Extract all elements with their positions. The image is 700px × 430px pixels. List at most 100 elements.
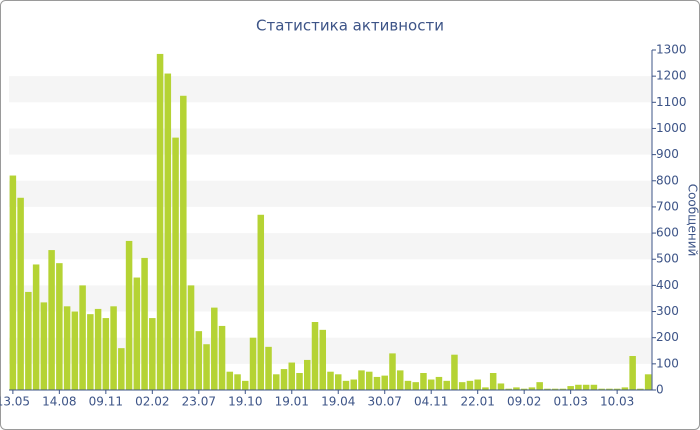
bar (56, 263, 63, 390)
bar (25, 291, 32, 390)
bar (489, 373, 497, 390)
grid-band (9, 128, 652, 155)
bar (40, 302, 48, 390)
x-tick-label: 04.11 (414, 395, 448, 409)
x-tick-label: 01.03 (553, 395, 587, 409)
bar (420, 373, 427, 390)
y-tick-label: 600 (656, 226, 679, 240)
bar (342, 380, 350, 390)
bar (32, 264, 40, 390)
bar (234, 374, 241, 390)
bar (195, 331, 203, 390)
bar (350, 379, 357, 390)
y-tick-label: 1200 (656, 69, 687, 83)
bar (520, 388, 528, 390)
bar (9, 175, 17, 390)
bar (17, 197, 24, 390)
y-tick-label: 400 (656, 278, 679, 292)
bar (118, 348, 125, 390)
bar (365, 371, 373, 390)
x-tick-label: 09.02 (507, 395, 541, 409)
bar (590, 384, 598, 390)
bar (187, 285, 195, 390)
x-tick-label: 14.08 (42, 395, 76, 409)
bar (133, 277, 141, 390)
bar (141, 257, 148, 390)
bar (389, 353, 396, 390)
bar (396, 370, 404, 390)
bar (218, 325, 226, 390)
bar (497, 383, 505, 390)
bar (582, 384, 590, 390)
bar (451, 354, 458, 390)
x-tick-label: 13.05 (0, 395, 30, 409)
bar (48, 250, 55, 390)
bar (598, 388, 605, 390)
bar (567, 386, 574, 390)
bar (482, 387, 489, 390)
x-tick-label: 19.01 (275, 395, 309, 409)
bar (172, 137, 179, 390)
bar (412, 382, 419, 390)
bar (513, 387, 520, 390)
grid-band (9, 233, 652, 260)
grid-band (9, 76, 652, 103)
bar (327, 371, 334, 390)
bar (180, 95, 187, 391)
y-axis-title: Сообщений (686, 184, 700, 257)
bar (443, 380, 450, 390)
bar (63, 306, 71, 390)
bar (102, 318, 110, 390)
bar (575, 384, 582, 390)
x-tick-label: 19.04 (321, 395, 355, 409)
y-tick-label: 300 (656, 304, 679, 318)
x-tick-label: 22.01 (461, 395, 495, 409)
y-tick-label: 1300 (656, 43, 687, 57)
bar (87, 314, 94, 390)
y-tick-label: 700 (656, 199, 679, 213)
bar (296, 373, 303, 390)
chart-title: Статистика активности (256, 17, 444, 35)
grid-band (9, 180, 652, 207)
bar (621, 387, 629, 390)
bar (125, 240, 133, 390)
bar (319, 329, 327, 390)
bar (242, 380, 249, 390)
bar (226, 371, 234, 390)
bar (164, 73, 172, 391)
bar (149, 318, 156, 390)
bar (637, 388, 644, 390)
bar (536, 382, 543, 390)
x-tick-label: 30.07 (368, 395, 402, 409)
y-tick-label: 500 (656, 252, 679, 266)
bar (79, 285, 86, 390)
x-tick-label: 10.03 (600, 395, 634, 409)
bar (505, 388, 512, 390)
grid-band (9, 285, 652, 312)
bar (71, 311, 79, 390)
bar (606, 388, 613, 390)
bar (373, 376, 381, 390)
bar (404, 380, 412, 390)
bar (458, 382, 466, 390)
bar (110, 306, 117, 390)
bar (544, 388, 551, 390)
bar (551, 388, 559, 390)
bar (466, 380, 474, 390)
y-tick-label: 1000 (656, 121, 687, 135)
bar (311, 322, 319, 390)
bar (334, 374, 342, 390)
bar (427, 379, 435, 390)
bar (249, 337, 257, 390)
bar (474, 379, 481, 390)
x-tick-label: 09.11 (89, 395, 123, 409)
bar (288, 362, 296, 390)
bar (304, 359, 311, 390)
bar (94, 308, 102, 390)
bar (265, 346, 272, 390)
y-tick-label: 0 (656, 383, 664, 397)
bar (559, 388, 567, 390)
bar (211, 307, 218, 390)
bar (280, 369, 288, 390)
